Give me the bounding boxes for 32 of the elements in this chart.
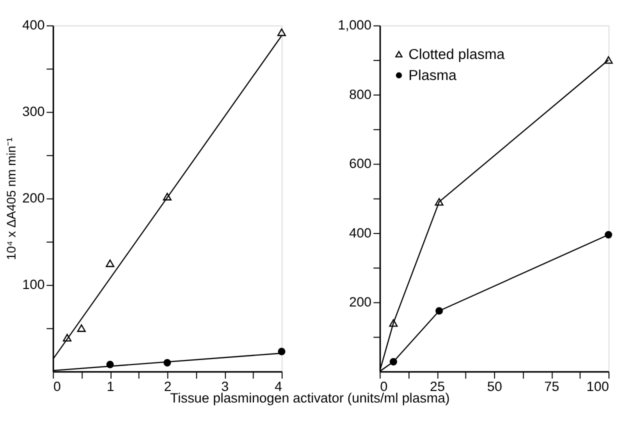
y-tick-label: 800 [349,86,372,102]
point [390,358,398,366]
y-axis-title: 10⁴ x ΔA405 nm min⁻¹ [4,138,19,260]
point [62,334,72,342]
x-tick-label: 100 [586,379,609,394]
legend-label: Plasma [408,68,458,84]
point [389,319,398,327]
point [164,359,171,366]
point [277,28,286,36]
x-tick-label: 50 [487,379,502,394]
point [604,56,613,64]
point [77,324,86,332]
y-tick-label: 600 [349,156,372,172]
point [106,259,114,268]
y-tick-label: 1,000 [338,18,372,33]
point [278,348,286,356]
legend-label: Clotted plasma [408,47,506,64]
point [162,192,172,200]
point [604,231,612,238]
x-tick-label: 1 [106,379,114,394]
y-tick-label: 400 [22,18,45,33]
y-tick-label: 200 [349,294,372,310]
x-tick-label: 0 [53,379,61,394]
y-tick-label: 200 [22,190,45,206]
point [434,198,444,206]
y-tick-label: 300 [22,104,45,120]
x-tick-label: 2 [164,379,172,394]
y-tick-label: 400 [349,225,372,240]
x-tick-label: 75 [544,379,560,394]
y-tick-label: 100 [22,277,45,292]
point [106,360,114,368]
point [435,307,443,315]
